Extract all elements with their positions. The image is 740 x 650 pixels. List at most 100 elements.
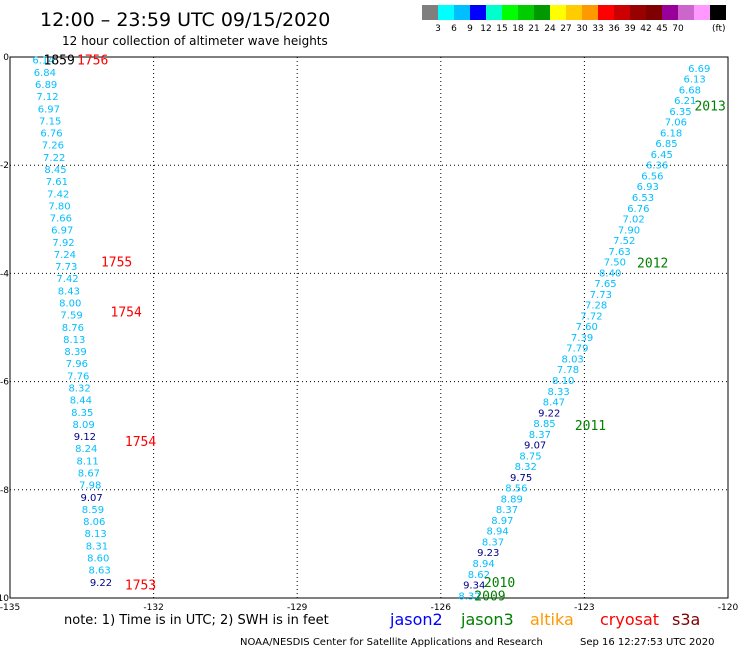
- wave-height-value: 6.56: [641, 171, 663, 182]
- wave-height-value: 6.68: [679, 85, 701, 96]
- legend-jason3: jason3: [460, 610, 514, 629]
- wave-height-value: 8.37: [496, 505, 518, 516]
- wave-height-value: 8.31: [86, 541, 108, 552]
- colorbar-swatch: [630, 5, 646, 20]
- wave-height-value: 8.11: [76, 456, 98, 467]
- colorbar-swatch: [454, 5, 470, 20]
- wave-height-value: 7.65: [594, 279, 616, 290]
- legend-altika: altika: [530, 610, 574, 629]
- colorbar-swatch: [486, 5, 502, 20]
- wave-height-values: 6.146.846.897.126.977.156.767.267.228.45…: [32, 56, 710, 603]
- colorbar-swatch: [438, 5, 454, 20]
- pass-time-label: 1753: [125, 578, 156, 593]
- wave-height-value: 7.73: [55, 262, 77, 273]
- colorbar-swatch: [502, 5, 518, 20]
- wave-height-value: 8.94: [487, 527, 509, 538]
- pass-time-label: 2012: [637, 257, 668, 272]
- colorbar-label: 27: [560, 24, 571, 34]
- wave-height-value: 8.62: [468, 570, 490, 581]
- colorbar-swatch: [422, 5, 438, 20]
- wave-height-value: 8.32: [68, 384, 90, 395]
- wave-height-value: 8.03: [562, 354, 584, 365]
- colorbar-swatch: [598, 5, 614, 20]
- legend-jason2: jason2: [389, 610, 443, 629]
- colorbar-label: 36: [608, 24, 620, 34]
- colorbar-swatch: [534, 5, 550, 20]
- wave-height-value: 8.89: [501, 494, 523, 505]
- wave-height-value: 8.35: [71, 408, 93, 419]
- wave-height-value: 8.94: [472, 559, 494, 570]
- y-tick-labels: 0 -2 -4 -6 -8 -10: [0, 53, 9, 604]
- wave-height-value: 6.14: [32, 56, 54, 67]
- wave-height-value: 6.76: [40, 129, 62, 140]
- colorbar-label: 6: [451, 24, 457, 34]
- wave-height-value: 7.61: [46, 177, 68, 188]
- colorbar-swatch: [550, 5, 566, 20]
- colorbar-swatch: [470, 5, 486, 20]
- colorbar-swatch: [694, 5, 710, 20]
- wave-height-value: 8.85: [533, 419, 555, 430]
- wave-height-value: 8.63: [88, 566, 110, 577]
- wave-height-value: 7.79: [566, 344, 588, 355]
- wave-height-value: 7.12: [36, 92, 58, 103]
- wave-height-value: 7.06: [665, 118, 687, 129]
- wave-height-value: 7.42: [56, 274, 78, 285]
- colorbar-swatch: [662, 5, 678, 20]
- wave-height-value: 6.89: [35, 80, 57, 91]
- wave-height-value: 6.53: [632, 193, 654, 204]
- footer-org: NOAA/NESDIS Center for Satellite Applica…: [240, 637, 543, 648]
- colorbar: 3 6 9 12 15 18 21 24 27 30 33 36 39 42 45 70 (ft): [422, 5, 726, 34]
- colorbar-label: 42: [640, 24, 651, 34]
- x-tick-label: -123: [574, 603, 594, 613]
- colorbar-label: 30: [576, 24, 588, 34]
- wave-height-value: 8.09: [72, 420, 94, 431]
- colorbar-label: (ft): [712, 24, 726, 34]
- wave-height-value: 8.00: [59, 299, 81, 310]
- pass-time-label: 2009: [474, 589, 505, 604]
- wave-height-value: 9.22: [90, 578, 112, 589]
- wave-height-value: 8.39: [64, 347, 86, 358]
- grid-lines: [10, 57, 728, 598]
- legend-s3a: s3a: [672, 610, 700, 629]
- y-tick-label: 0: [3, 53, 9, 63]
- colorbar-label: 70: [672, 24, 684, 34]
- pass-time-label: 1754: [111, 305, 142, 320]
- wave-height-value: 7.02: [623, 215, 645, 226]
- wave-height-value: 9.07: [524, 441, 546, 452]
- wave-height-value: 8.43: [58, 286, 80, 297]
- pass-time-label: 2013: [694, 100, 725, 115]
- pass-time-label: 2011: [575, 419, 606, 434]
- wave-height-value: 7.42: [47, 189, 69, 200]
- wave-height-value: 7.73: [590, 290, 612, 301]
- x-tick-label: -129: [287, 603, 308, 613]
- wave-height-value: 8.97: [491, 516, 513, 527]
- wave-height-value: 8.13: [63, 335, 85, 346]
- wave-height-value: 7.59: [60, 311, 82, 322]
- y-tick-label: -4: [0, 269, 9, 279]
- wave-height-value: 8.60: [87, 553, 109, 564]
- plot-area: -135 -132 -129 -126 -123 -120 0 -2 -4 -6 -8 -10 6.…: [0, 53, 738, 613]
- y-tick-label: -8: [0, 486, 9, 496]
- wave-height-value: 8.56: [505, 484, 527, 495]
- y-tick-label: -6: [0, 378, 9, 388]
- wave-height-value: 8.45: [44, 165, 66, 176]
- colorbar-label: 15: [496, 24, 507, 34]
- wave-height-value: 7.66: [50, 214, 72, 225]
- colorbar-swatch: [710, 5, 726, 20]
- colorbar-label: 18: [512, 24, 524, 34]
- wave-height-value: 7.90: [618, 225, 640, 236]
- pass-time-label: 1754: [125, 435, 156, 450]
- pass-time-label: 1756: [77, 54, 108, 69]
- wave-height-value: 7.39: [571, 333, 593, 344]
- wave-height-value: 7.15: [39, 116, 61, 127]
- colorbar-label: 33: [592, 24, 603, 34]
- wave-height-value: 8.24: [75, 444, 97, 455]
- wave-height-value: 7.98: [79, 481, 101, 492]
- chart-subtitle: 12 hour collection of altimeter wave hei…: [62, 34, 328, 48]
- colorbar-swatch: [678, 5, 694, 20]
- plot-frame: [9, 56, 729, 599]
- wave-height-value: 6.36: [646, 161, 668, 172]
- wave-height-value: 7.28: [585, 301, 607, 312]
- colorbar-swatch: [582, 5, 598, 20]
- colorbar-swatch: [518, 5, 534, 20]
